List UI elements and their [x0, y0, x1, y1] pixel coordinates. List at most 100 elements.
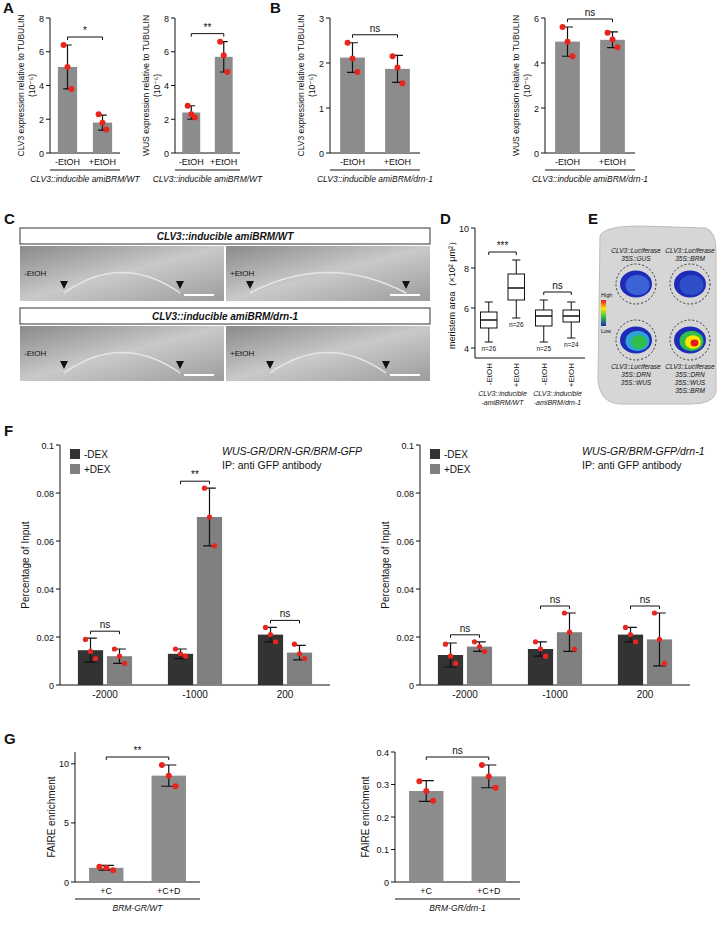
- luminescence: [620, 326, 652, 353]
- row-title-box: [20, 308, 430, 324]
- micrograph: [20, 246, 224, 301]
- bar-chart: 02468WUS expression relative to TUBULIN(…: [141, 14, 263, 185]
- data-point: [623, 625, 628, 630]
- marks: [89, 762, 186, 882]
- y-tick: [171, 18, 175, 19]
- x-axis-label: CLV3::inducible amiBRM/drn-1: [532, 174, 648, 184]
- y-tick-label: 0.02: [396, 633, 414, 643]
- y-tick: [326, 153, 330, 154]
- significance-bracket: [181, 481, 210, 484]
- marks: [58, 42, 112, 153]
- y-tick: [416, 541, 420, 542]
- y-axis: [420, 445, 421, 685]
- y-tick-label: 0: [384, 878, 389, 888]
- x-tick-label: -EtOH: [55, 157, 80, 167]
- y-tick-label: 0.06: [36, 537, 54, 547]
- data-point: [610, 36, 616, 42]
- panel-label: D: [440, 210, 451, 227]
- n-label: n=25: [536, 345, 551, 352]
- spot-label: 35S::BRM: [675, 255, 705, 262]
- data-point: [117, 654, 122, 659]
- y-tick: [171, 153, 175, 154]
- y-tick-label: 6: [534, 14, 539, 24]
- data-point: [453, 661, 458, 666]
- data-point: [565, 39, 571, 45]
- y-tick: [471, 228, 475, 229]
- x-axis-label: BRM-GR/drn-1: [429, 903, 486, 913]
- y-axis: [75, 752, 76, 882]
- data-point: [224, 69, 230, 75]
- x-tick-label: -EtOH: [179, 157, 204, 167]
- marks: [409, 762, 506, 882]
- box-chart: 46810meristem area（×10² μm²）Dn=26-EtOHn=…: [440, 210, 585, 406]
- luminescence: [674, 326, 706, 353]
- title: WUS-GR/BRM-GFP/drn-1: [582, 445, 705, 457]
- significance-bracket: [451, 635, 480, 638]
- y-tick-label: 0: [319, 149, 324, 159]
- arrowhead: [402, 281, 410, 289]
- image-label: +EtOH: [230, 349, 254, 358]
- y-tick-label: 0.04: [396, 585, 414, 595]
- error-bar: [220, 42, 228, 72]
- infiltration-spot: [616, 320, 656, 360]
- whisker-cap: [540, 342, 548, 343]
- data-point: [302, 656, 307, 661]
- y-tick: [46, 153, 50, 154]
- data-point: [185, 103, 191, 109]
- leaf: [598, 226, 716, 404]
- data-point: [268, 632, 273, 637]
- data-point: [569, 53, 575, 59]
- y-tick: [46, 119, 50, 120]
- luminescence: [674, 270, 706, 297]
- y-tick: [541, 18, 545, 19]
- data-point: [479, 762, 485, 768]
- data-point: [103, 126, 109, 132]
- y-tick: [416, 493, 420, 494]
- median: [536, 315, 553, 317]
- bar: [409, 791, 443, 882]
- legend-label: -DEX: [84, 449, 108, 460]
- y-axis-label: WUS expression relative to TUBULIN: [141, 15, 151, 156]
- data-point: [543, 654, 548, 659]
- significance-bracket: [68, 37, 103, 40]
- y-tick-label: 0.1: [41, 441, 54, 451]
- x-tick-label: +EtOH: [384, 157, 411, 167]
- n-label: n=26: [509, 321, 524, 328]
- y-tick-label: 4: [534, 59, 539, 69]
- y-tick-label: 2: [39, 115, 44, 125]
- panel-label: F: [4, 422, 13, 439]
- data-point: [628, 632, 633, 637]
- micrograph: [226, 326, 430, 381]
- y-tick: [56, 493, 60, 494]
- y-tick: [71, 822, 75, 823]
- group-line: [545, 170, 635, 171]
- y-tick-label: 0: [49, 681, 54, 691]
- y-axis-label: CLV3 expression relative to TUBULIN: [16, 15, 26, 157]
- y-tick-label: 0.1: [401, 441, 414, 451]
- spot-label: CLV3::Luciferase: [611, 247, 661, 254]
- data-point: [662, 661, 667, 666]
- y-tick-label: 4: [464, 344, 469, 354]
- spot-label: 35S::DRN: [675, 371, 705, 378]
- title: IP: anti GFP antibody: [582, 459, 682, 471]
- meristem-outline: [270, 353, 386, 374]
- x-tick-label: +EtOH: [599, 157, 626, 167]
- y-tick: [326, 18, 330, 19]
- infiltration-spot: [616, 264, 656, 304]
- y-tick-label: 0.3: [376, 780, 389, 790]
- y-tick-label: 2: [319, 59, 324, 69]
- y-tick-label: 6: [464, 304, 469, 314]
- color-scale: [601, 300, 606, 326]
- meristem-outline: [64, 273, 180, 294]
- infiltration-spot: [670, 320, 710, 360]
- y-tick-label: 5: [64, 818, 69, 828]
- box: [508, 274, 525, 300]
- luminescence: [626, 331, 650, 351]
- y-axis: [545, 18, 546, 153]
- y-tick: [56, 685, 60, 686]
- y-tick: [471, 308, 475, 309]
- data-point: [443, 642, 448, 647]
- spot-label: 35S::GUS: [621, 255, 651, 262]
- data-point: [567, 630, 572, 635]
- y-tick: [56, 637, 60, 638]
